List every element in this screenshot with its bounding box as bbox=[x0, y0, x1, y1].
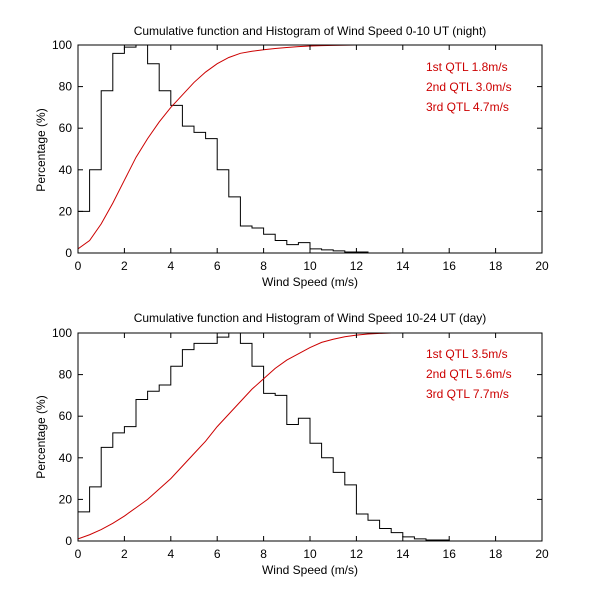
chart-title: Cumulative function and Histogram of Win… bbox=[134, 24, 487, 38]
y-tick-label: 80 bbox=[59, 368, 73, 382]
x-tick-label: 6 bbox=[214, 547, 221, 561]
annotation-q2: 2nd QTL 3.0m/s bbox=[426, 80, 512, 94]
cumulative-series bbox=[78, 333, 542, 540]
x-tick-label: 20 bbox=[535, 259, 549, 273]
series-group bbox=[78, 45, 542, 253]
x-tick-label: 4 bbox=[167, 547, 174, 561]
annotation-q3: 3rd QTL 4.7m/s bbox=[426, 100, 509, 114]
x-axis-label: Wind Speed (m/s) bbox=[262, 563, 358, 577]
chart-panel-day: Cumulative function and Histogram of Win… bbox=[34, 311, 549, 577]
x-tick-label: 8 bbox=[260, 259, 267, 273]
x-tick-label: 10 bbox=[303, 259, 317, 273]
y-tick-label: 40 bbox=[59, 451, 73, 465]
x-tick-label: 10 bbox=[303, 547, 317, 561]
y-tick-label: 40 bbox=[59, 163, 73, 177]
cumulative-series bbox=[78, 45, 542, 250]
x-tick-label: 2 bbox=[121, 259, 128, 273]
plot-area: 0 2 4 6 8 10 12 14 16 18 20 0 20 40 60 80 100 bbox=[52, 38, 549, 273]
plot-area: 0 2 4 6 8 10 12 14 16 18 20 0 20 40 60 80 100 bbox=[52, 326, 549, 561]
x-tick-label: 12 bbox=[350, 259, 364, 273]
chart-panel-night: Cumulative function and Histogram of Win… bbox=[34, 24, 549, 289]
y-tick-label: 0 bbox=[65, 246, 72, 260]
chart-title: Cumulative function and Histogram of Win… bbox=[134, 311, 487, 325]
y-tick-label: 100 bbox=[52, 38, 72, 52]
y-tick-label: 60 bbox=[59, 121, 73, 135]
x-tick-label: 18 bbox=[489, 259, 503, 273]
annotation-q3: 3rd QTL 7.7m/s bbox=[426, 387, 509, 401]
x-tick-label: 8 bbox=[260, 547, 267, 561]
y-tick-label: 0 bbox=[65, 534, 72, 548]
y-tick-label: 20 bbox=[59, 492, 73, 506]
x-tick-label: 16 bbox=[443, 547, 457, 561]
y-tick-label: 100 bbox=[52, 326, 72, 340]
y-axis-label: Percentage (%) bbox=[34, 108, 48, 191]
annotation-q1: 1st QTL 1.8m/s bbox=[426, 60, 508, 74]
x-tick-label: 18 bbox=[489, 547, 503, 561]
x-axis-label: Wind Speed (m/s) bbox=[262, 275, 358, 289]
x-tick-label: 4 bbox=[167, 259, 174, 273]
annotation-q1: 1st QTL 3.5m/s bbox=[426, 347, 508, 361]
x-tick-label: 14 bbox=[396, 259, 410, 273]
y-axis-label: Percentage (%) bbox=[34, 395, 48, 478]
y-tick-label: 20 bbox=[59, 204, 73, 218]
x-tick-label: 2 bbox=[121, 547, 128, 561]
x-tick-label: 0 bbox=[75, 547, 82, 561]
y-tick-label: 60 bbox=[59, 409, 73, 423]
x-tick-label: 0 bbox=[75, 259, 82, 273]
x-tick-label: 12 bbox=[350, 547, 364, 561]
x-tick-label: 14 bbox=[396, 547, 410, 561]
histogram-series bbox=[78, 333, 461, 541]
x-tick-label: 20 bbox=[535, 547, 549, 561]
annotation-q2: 2nd QTL 5.6m/s bbox=[426, 367, 512, 381]
x-tick-label: 16 bbox=[443, 259, 457, 273]
y-tick-label: 80 bbox=[59, 80, 73, 94]
x-tick-label: 6 bbox=[214, 259, 221, 273]
series-group bbox=[78, 333, 542, 541]
histogram-series bbox=[78, 45, 380, 253]
plot-frame bbox=[77, 44, 543, 254]
